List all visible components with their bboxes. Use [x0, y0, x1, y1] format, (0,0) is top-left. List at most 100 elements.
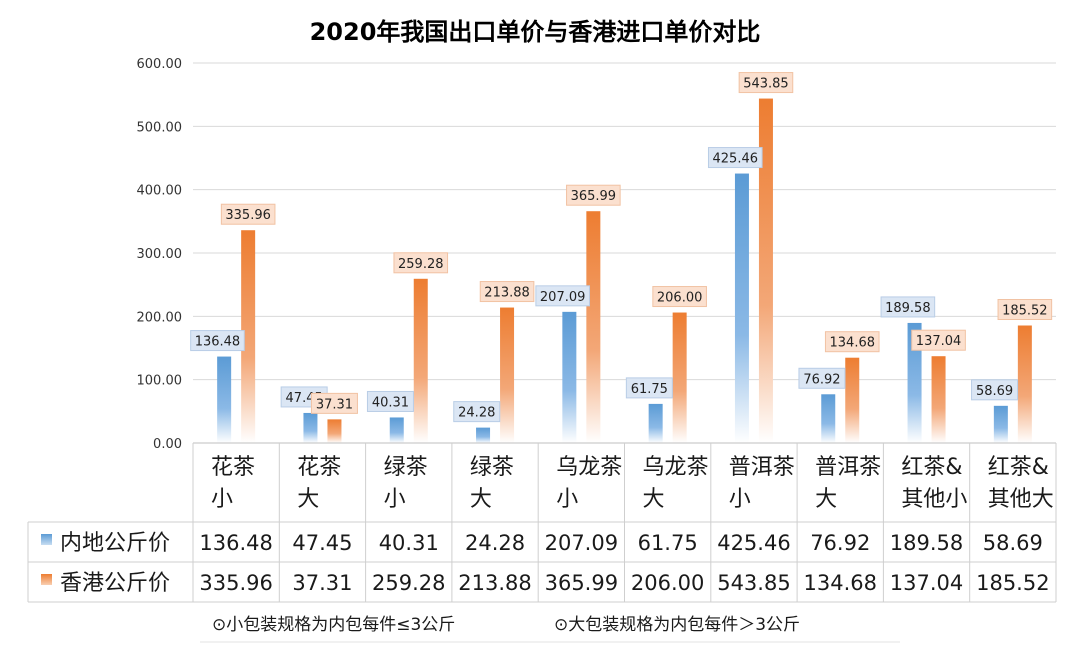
table-cell: 365.99 [545, 571, 618, 595]
data-label: 365.99 [571, 189, 617, 204]
category-label: 乌龙茶 [556, 455, 622, 480]
data-label: 24.28 [458, 406, 495, 421]
y-tick-label: 400.00 [137, 184, 183, 199]
bar [648, 403, 663, 443]
data-label-box [997, 299, 1053, 321]
bar [217, 356, 232, 443]
data-label: 213.88 [484, 286, 530, 301]
bar [907, 322, 922, 443]
bar [1017, 325, 1032, 443]
data-label: 58.69 [976, 384, 1013, 399]
legend-swatch [41, 534, 52, 545]
table-cell: 185.52 [976, 571, 1049, 595]
category-label: 小 [729, 487, 751, 512]
data-label-box [880, 296, 936, 318]
data-label-box [453, 401, 501, 423]
category-label: 小 [556, 487, 578, 512]
y-axis-ticks: 0.00 100.00 200.00 300.00 400.00 500.00 600.00 [137, 57, 183, 452]
data-label-box [393, 252, 449, 274]
data-label-box [479, 281, 535, 303]
data-label-box [652, 286, 707, 308]
data-label: 259.28 [398, 257, 444, 272]
bars [217, 98, 1032, 444]
category-label: 普洱茶 [815, 455, 881, 480]
table-cell: 61.75 [638, 531, 698, 555]
data-label: 40.31 [372, 395, 409, 410]
bar [241, 230, 256, 443]
category-label: 大 [643, 487, 665, 512]
category-label: 其他大 [988, 487, 1054, 512]
category-label: 花茶 [211, 455, 255, 480]
bar [562, 311, 577, 443]
data-label-box [798, 367, 846, 389]
footnote: ⊙小包装规格为内包每件≤3公斤 [212, 615, 455, 635]
data-label: 189.58 [885, 301, 931, 316]
bar [586, 211, 601, 443]
data-label: 207.09 [540, 290, 586, 305]
y-tick-label: 500.00 [137, 120, 183, 135]
table-cell: 207.09 [545, 531, 618, 555]
category-label: 绿茶 [384, 455, 428, 480]
data-label-box [707, 147, 763, 169]
bar [303, 412, 318, 443]
y-tick-label: 600.00 [137, 57, 183, 72]
data-label-box [971, 379, 1019, 401]
data-label: 61.75 [631, 382, 668, 397]
bar [758, 98, 773, 443]
data-label-box [824, 331, 880, 353]
bar [327, 419, 342, 443]
category-label: 小 [211, 487, 233, 512]
footnote: ⊙大包装规格为内包每件＞3公斤 [554, 615, 800, 635]
data-label: 425.46 [713, 152, 759, 167]
y-tick-label: 100.00 [137, 374, 183, 389]
bar [476, 427, 491, 443]
data-label-box [625, 377, 673, 399]
table-cell: 134.68 [804, 571, 877, 595]
footnotes: ⊙小包装规格为内包每件≤3公斤 ⊙大包装规格为内包每件＞3公斤 [200, 615, 900, 643]
category-label: 其他小 [901, 487, 967, 512]
table-cell: 189.58 [890, 531, 963, 555]
data-label: 136.48 [195, 335, 241, 350]
bar [413, 278, 428, 443]
table-cell: 58.69 [983, 531, 1043, 555]
table-cell: 40.31 [379, 531, 439, 555]
data-label: 185.52 [1002, 304, 1048, 319]
bar [672, 312, 687, 443]
table-cell: 335.96 [199, 571, 272, 595]
table-cell: 76.92 [810, 531, 870, 555]
data-label-box [190, 330, 245, 352]
data-label-box [310, 392, 358, 414]
category-label: 大 [297, 487, 319, 512]
category-label: 普洱茶 [729, 455, 795, 480]
table-cell: 213.88 [458, 571, 531, 595]
legend-label: 香港公斤价 [60, 571, 170, 596]
y-tick-label: 300.00 [137, 247, 183, 262]
category-label: 大 [815, 487, 837, 512]
data-label: 37.31 [316, 397, 353, 412]
data-label: 134.68 [830, 336, 876, 351]
table-cell: 259.28 [372, 571, 445, 595]
data-label-box [220, 203, 276, 225]
data-label: 543.85 [743, 77, 789, 92]
data-label-box [535, 285, 590, 307]
data-label-box [566, 184, 621, 206]
data-label: 206.00 [657, 291, 703, 306]
table-cell: 206.00 [631, 571, 704, 595]
data-label: 76.92 [803, 372, 840, 387]
data-table: 花茶小花茶大绿茶小绿茶大乌龙茶小乌龙茶大普洱茶小普洱茶大红茶&其他小红茶&其他大… [27, 442, 1057, 603]
y-tick-label: 200.00 [137, 310, 183, 325]
category-label: 绿茶 [470, 455, 514, 480]
category-label: 小 [384, 487, 406, 512]
bar [734, 173, 749, 444]
category-label: 大 [470, 487, 492, 512]
bar [845, 357, 860, 443]
legend-label: 内地公斤价 [60, 531, 170, 556]
category-label: 乌龙茶 [643, 455, 709, 480]
legend-swatch [41, 574, 52, 585]
table-cell: 47.45 [292, 531, 352, 555]
bar [993, 405, 1008, 443]
table-cell: 136.48 [199, 531, 272, 555]
table-cell: 543.85 [717, 571, 790, 595]
table-cell: 137.04 [890, 571, 963, 595]
